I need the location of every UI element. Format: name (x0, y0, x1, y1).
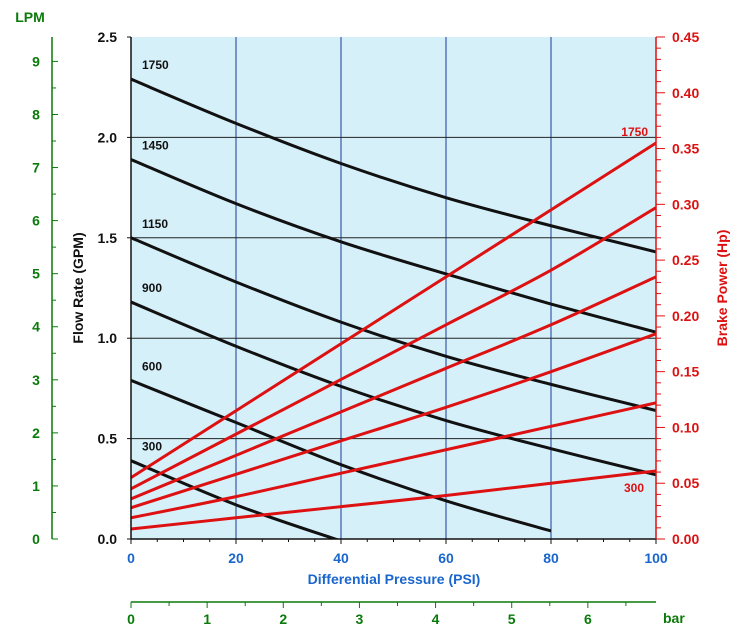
y-right-tick-label: 0.45 (672, 29, 699, 45)
x-axis-title: Differential Pressure (PSI) (308, 571, 481, 587)
lpm-tick-label: 4 (32, 319, 40, 335)
power-line-300 (131, 469, 656, 531)
y-right-tick-label: 0.40 (672, 85, 699, 101)
x-tick-label: 60 (438, 550, 454, 566)
y-right-tick-label: 0.35 (672, 141, 699, 157)
power-label-1750: 1750 (621, 125, 648, 139)
y-axis-title: Flow Rate (GPM) (70, 232, 86, 343)
flow-label-1450: 1450 (142, 138, 169, 152)
grid-lines (131, 37, 656, 539)
lpm-tick-label: 7 (32, 160, 40, 176)
bar-tick-label: 2 (279, 611, 287, 627)
y-right-axis-title: Brake Power (Hp) (714, 230, 730, 347)
flow-label-600: 600 (142, 359, 162, 373)
y-right-tick-label: 0.00 (672, 531, 699, 547)
bar-tick-label: 4 (432, 611, 440, 627)
x-tick-label: 80 (543, 550, 559, 566)
y-tick-label: 1.0 (98, 330, 118, 346)
bar-tick-label: 5 (508, 611, 516, 627)
x-tick-label: 40 (333, 550, 349, 566)
y-tick-label: 0.0 (98, 531, 118, 547)
y-right-tick-label: 0.20 (672, 308, 699, 324)
y-tick-label: 0.5 (98, 431, 118, 447)
flow-label-300: 300 (142, 440, 162, 454)
flow-line-1750 (131, 77, 656, 254)
lpm-tick-label: 6 (32, 213, 40, 229)
lpm-tick-label: 8 (32, 106, 40, 122)
bar-axis-label: bar (663, 610, 685, 626)
lpm-tick-label: 2 (32, 425, 40, 441)
power-label-300: 300 (624, 481, 644, 495)
lpm-axis-label: LPM (15, 9, 45, 25)
y-tick-label: 2.5 (98, 29, 118, 45)
y-right-tick-label: 0.05 (672, 475, 699, 491)
y-tick-label: 2.0 (98, 129, 118, 145)
y-right-tick-label: 0.30 (672, 196, 699, 212)
plot-area (131, 37, 656, 539)
flow-label-1150: 1150 (142, 217, 168, 231)
flow-line-900 (131, 300, 656, 477)
power-line-1450 (131, 206, 656, 491)
axes: 0.0 0.5 1.0 1.5 2.0 2.5 0.00 0.05 0.10 0.15 0.20 0.… (32, 29, 699, 627)
power-line-1750 (131, 141, 656, 479)
flow-line-1150 (131, 236, 656, 412)
plot-background (131, 37, 656, 539)
power-line-900 (131, 332, 656, 510)
bar-tick-label: 0 (127, 611, 135, 627)
x-tick-label: 100 (644, 550, 668, 566)
lpm-tick-label: 3 (32, 372, 40, 388)
flow-label-900: 900 (142, 281, 162, 295)
y-right-tick-label: 0.25 (672, 252, 699, 268)
flow-rate-series: 1750 1450 1150 900 600 300 (131, 58, 656, 539)
flow-line-300 (131, 459, 340, 539)
lpm-tick-label: 0 (32, 531, 40, 547)
lpm-tick-label: 1 (32, 478, 40, 494)
y-right-tick-label: 0.15 (672, 364, 699, 380)
bar-tick-label: 6 (584, 611, 592, 627)
brake-power-series: 1750 300 (131, 125, 656, 531)
lpm-tick-label: 5 (32, 266, 40, 282)
lpm-tick-label: 9 (32, 53, 40, 69)
x-tick-label: 20 (228, 550, 244, 566)
flow-label-1750: 1750 (142, 58, 169, 72)
y-tick-label: 1.5 (98, 230, 118, 246)
flow-line-1450 (131, 158, 656, 334)
flow-line-600 (131, 378, 552, 533)
x-tick-label: 0 (127, 550, 135, 566)
bar-tick-label: 3 (356, 611, 364, 627)
power-line-600 (131, 401, 656, 520)
power-line-1150 (131, 275, 656, 501)
y-right-tick-label: 0.10 (672, 419, 699, 435)
bar-tick-label: 1 (203, 611, 211, 627)
